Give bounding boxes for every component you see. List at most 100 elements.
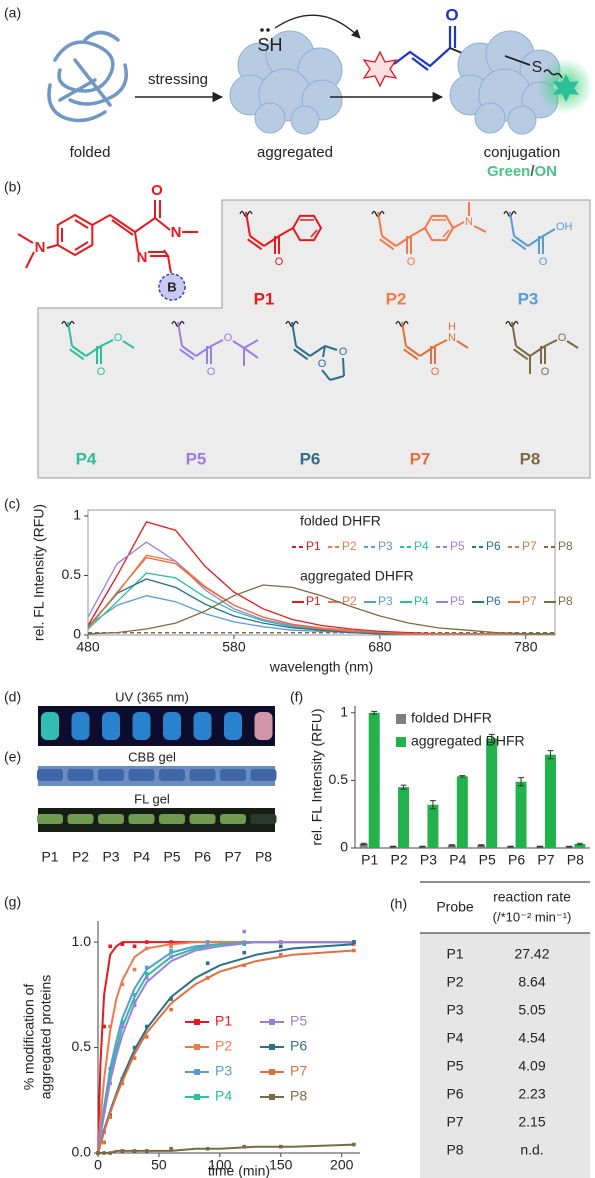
bond xyxy=(309,345,326,357)
table-cell: P8 xyxy=(446,1142,463,1158)
bar xyxy=(477,845,486,848)
bond xyxy=(85,345,102,357)
ring xyxy=(291,214,323,242)
data-point xyxy=(205,961,210,965)
panel-label: (h) xyxy=(390,896,407,912)
x-axis-label: time (min) xyxy=(208,1163,270,1178)
table-cell: 4.09 xyxy=(518,1058,545,1074)
bond xyxy=(232,340,245,349)
atom: N xyxy=(171,224,182,241)
spectrum xyxy=(87,541,555,635)
bond xyxy=(566,340,579,349)
data-point xyxy=(352,940,356,944)
bond xyxy=(122,340,135,349)
error-bar xyxy=(448,844,455,847)
image-label: CBB gel xyxy=(128,749,176,764)
spectrum xyxy=(87,556,555,635)
data-point xyxy=(132,993,137,997)
data-point xyxy=(169,940,173,944)
legend-label: P8 xyxy=(290,1088,307,1104)
x-tick-label: 480 xyxy=(76,639,100,655)
atom: O xyxy=(541,366,550,378)
x-tick-label: P1 xyxy=(361,852,378,868)
bond xyxy=(278,227,294,237)
legend-label: P5 xyxy=(450,594,465,608)
table-header: reaction rate xyxy=(493,889,571,905)
legend-label: P7 xyxy=(522,594,537,608)
legend-label: P6 xyxy=(290,1038,307,1054)
x-tick-label: 780 xyxy=(514,639,538,655)
enone xyxy=(393,26,457,71)
atom: O xyxy=(151,182,163,199)
error-bar xyxy=(429,800,436,810)
table-cell: 2.23 xyxy=(518,1086,545,1102)
legend-marker xyxy=(269,1069,275,1075)
atom: O xyxy=(558,332,567,344)
x-tick-label: 0 xyxy=(94,1157,102,1173)
cbb-band xyxy=(37,769,63,781)
x-tick-label: P7 xyxy=(537,852,554,868)
tube xyxy=(71,712,90,740)
fit-curve xyxy=(97,949,354,1154)
atom: O xyxy=(224,332,233,344)
lane-label: P5 xyxy=(163,849,180,865)
conjugated-protein xyxy=(449,30,561,135)
panel-label: (d) xyxy=(4,689,21,705)
atom: O xyxy=(207,366,216,378)
y-axis-label: aggregated proteins xyxy=(38,975,54,1100)
error-bar xyxy=(419,845,426,848)
y-axis-label: % modification of xyxy=(21,984,37,1091)
fl-band xyxy=(189,814,216,824)
folded-protein xyxy=(47,30,128,123)
table-cell: P7 xyxy=(446,1114,463,1130)
data-point xyxy=(144,965,149,970)
bond xyxy=(263,235,280,247)
data-point xyxy=(278,1144,283,1149)
data-point xyxy=(102,1140,106,1145)
readout: Green/ON xyxy=(487,163,557,180)
data-point xyxy=(352,1142,356,1147)
bond xyxy=(529,345,546,357)
data-point xyxy=(120,1149,125,1153)
state-label: aggregated xyxy=(257,144,333,161)
data-point xyxy=(120,1020,125,1025)
legend-label: P6 xyxy=(486,539,501,553)
fl-band xyxy=(67,814,94,824)
bond xyxy=(67,321,73,347)
y-tick-label: 0.5 xyxy=(62,566,82,582)
core-structure xyxy=(17,200,198,274)
table-cell: n.d. xyxy=(520,1142,543,1158)
legend-label: P6 xyxy=(486,594,501,608)
legend-marker xyxy=(269,1019,275,1025)
data-point xyxy=(144,940,149,944)
bond xyxy=(71,345,87,357)
b-label: B xyxy=(167,279,176,294)
cbb-band xyxy=(159,769,185,781)
panel-label: (g) xyxy=(4,894,21,910)
bond xyxy=(322,345,326,358)
bond xyxy=(310,229,318,238)
error-bar xyxy=(371,710,378,715)
thiol: SH xyxy=(257,35,282,55)
error-bar xyxy=(400,784,407,790)
y-tick-label: 0 xyxy=(340,839,348,855)
tube xyxy=(163,712,181,740)
table-cell: 5.05 xyxy=(518,1002,545,1018)
tube xyxy=(41,712,59,740)
data-point xyxy=(108,1024,112,1029)
error-bar xyxy=(566,845,573,848)
bond xyxy=(324,345,338,351)
table-cell: 27.42 xyxy=(514,946,549,962)
x-tick-label: 580 xyxy=(222,639,246,655)
error-bar xyxy=(478,844,485,847)
bond xyxy=(456,340,469,349)
x-tick-label: P4 xyxy=(449,852,466,868)
y-tick-label: 1 xyxy=(340,703,348,719)
data-point xyxy=(132,967,137,972)
error-bar xyxy=(390,845,397,848)
bond xyxy=(69,348,85,361)
atom: O xyxy=(114,332,123,344)
atom: O xyxy=(318,358,327,370)
legend-label: P2 xyxy=(215,1038,232,1054)
